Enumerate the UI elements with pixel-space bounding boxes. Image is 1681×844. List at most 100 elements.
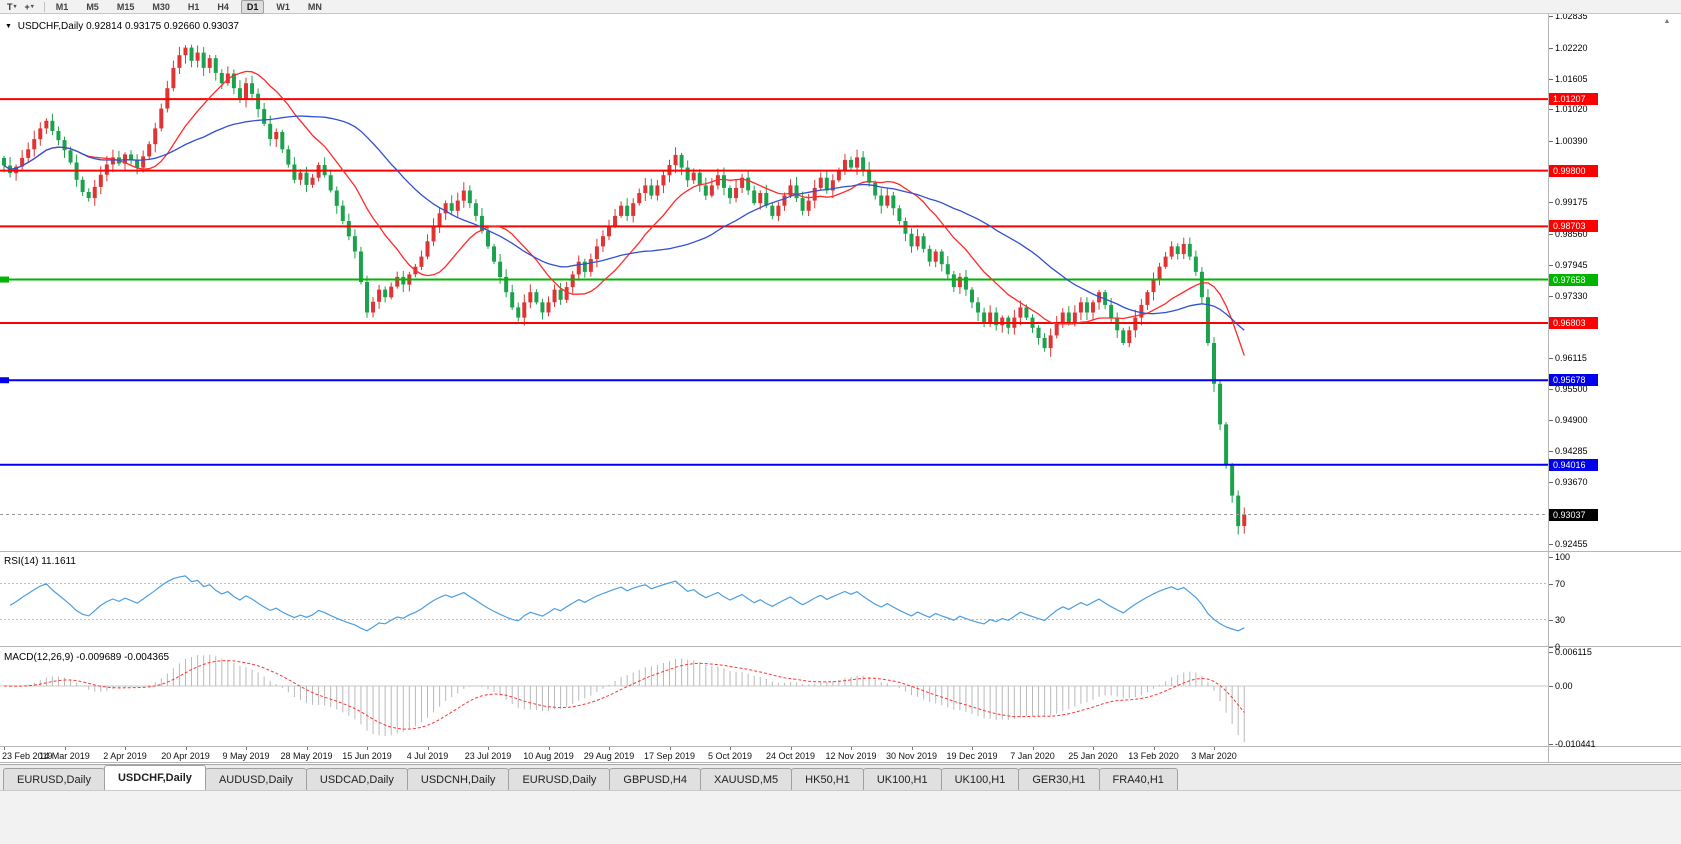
rsi-panel-canvas[interactable] (0, 552, 1548, 646)
chart-area[interactable]: ▼ USDCHF,Daily 0.92814 0.93175 0.92660 0… (0, 11, 1681, 763)
timeframe-buttons: M1 M5 M15 M30 H1 H4 D1 W1 MN (50, 0, 334, 14)
axis-tick-mark (1549, 233, 1553, 235)
time-tick-mark (125, 747, 126, 750)
time-tick-mark (972, 747, 973, 750)
tab-eurusd-daily[interactable]: EURUSD,Daily (508, 768, 611, 790)
price-tick-label: 70 (1555, 578, 1566, 589)
tab-usdcad-daily[interactable]: USDCAD,Daily (305, 768, 408, 790)
tab-fra40-h1[interactable]: FRA40,H1 (1098, 768, 1178, 790)
axis-tick-mark (1549, 108, 1553, 110)
time-tick-mark (64, 747, 66, 750)
time-tick-mark (4, 747, 5, 750)
macd-panel-canvas[interactable] (0, 648, 1548, 746)
tab-uk100-h1[interactable]: UK100,H1 (862, 768, 942, 790)
tab-eurusd-daily[interactable]: EURUSD,Daily (3, 768, 105, 790)
time-tick-label: 5 Oct 2019 (707, 751, 753, 761)
time-tick-label: 24 Oct 2019 (765, 751, 816, 761)
axis-tick-mark (1549, 419, 1553, 421)
tab-gbpusd-h4[interactable]: GBPUSD,H4 (609, 768, 701, 790)
time-tick-mark (911, 747, 913, 750)
time-tick-mark (548, 747, 550, 750)
timeframe-button-m1[interactable]: M1 (55, 1, 69, 12)
symbol-dropdown-icon[interactable]: ▼ (5, 23, 12, 30)
time-tick-label: 10 Aug 2019 (523, 751, 574, 761)
text-tool-button[interactable]: T ▾ (4, 1, 20, 13)
scroll-up-icon[interactable]: ▲ (1663, 18, 1671, 25)
time-tick-label: 17 Sep 2019 (643, 751, 696, 761)
level-price-label: 0.99800 (1549, 164, 1598, 177)
macd-signal-line (3, 660, 1245, 730)
timeframe-button-d1[interactable]: D1 (240, 0, 265, 14)
price-tick-label: 0.94285 (1555, 446, 1588, 457)
price-tick-label: 1.01605 (1555, 73, 1588, 84)
timeframe-button-mn[interactable]: MN (307, 1, 322, 12)
time-tick-mark (851, 747, 852, 750)
price-axis-separator (1548, 14, 1549, 763)
price-tick-label: 0.93670 (1555, 477, 1588, 488)
time-axis[interactable]: 23 Feb 2019 14 Mar 2019 2 Apr 2019 20 Apr 2… (0, 747, 1548, 763)
candlestick-series (2, 44, 1247, 535)
time-tick-label: 20 Apr 2019 (161, 751, 210, 761)
rsi-indicator-label: RSI(14) 11.1611 (4, 556, 76, 567)
time-tick-mark (1153, 747, 1155, 750)
axis-tick-mark (1549, 16, 1553, 18)
price-tick-label: 30 (1555, 614, 1566, 625)
panel-separator[interactable] (0, 646, 1681, 647)
moving-averages (3, 70, 1245, 356)
price-tick-label: -0.010441 (1555, 739, 1596, 749)
axis-tick-mark (1549, 389, 1553, 391)
axis-tick-mark (1549, 140, 1553, 142)
tab-usdchf-daily[interactable]: USDCHF,Daily (103, 765, 206, 790)
level-price-label: 0.96803 (1549, 317, 1598, 329)
panel-separator[interactable] (0, 746, 1681, 747)
timeframe-button-h1[interactable]: H1 (187, 1, 200, 12)
price-axis[interactable]: 1.02835 1.02220 1.01605 1.01020 1.00390 0.991… (1549, 11, 1681, 763)
axis-tick-mark (1549, 265, 1553, 266)
timeframe-button-h4[interactable]: H4 (217, 1, 229, 12)
tab-audusd-daily[interactable]: AUDUSD,Daily (204, 768, 307, 790)
current-price-label: 0.93037 (1549, 508, 1598, 521)
chart-symbol-label: USDCHF,Daily (17, 21, 84, 32)
time-tick-label: 29 Aug 2019 (583, 751, 635, 761)
panel-separator[interactable] (0, 551, 1681, 552)
ma-fast-line (3, 70, 1245, 356)
axis-tick-mark (1549, 202, 1553, 204)
axis-tick-mark (1549, 556, 1553, 558)
timeframe-button-m30[interactable]: M30 (152, 1, 170, 12)
tab-ger30-h1[interactable]: GER30,H1 (1018, 768, 1100, 790)
price-level-lines[interactable] (0, 98, 1548, 466)
time-tick-label: 30 Nov 2019 (885, 751, 938, 761)
tab-xauusd-m5[interactable]: XAUUSD,M5 (699, 768, 793, 790)
time-tick-mark (306, 747, 308, 750)
time-tick-mark (609, 747, 610, 750)
time-tick-mark (1214, 747, 1215, 750)
tab-uk100-h1[interactable]: UK100,H1 (940, 768, 1020, 790)
tab-usdcnh-daily[interactable]: USDCNH,Daily (406, 768, 510, 790)
tab-hk50-h1[interactable]: HK50,H1 (791, 768, 864, 790)
time-tick-label: 13 Feb 2020 (1128, 751, 1179, 761)
text-tool-icon: T (7, 1, 13, 12)
level-price-label: 0.95678 (1549, 374, 1598, 387)
main-chart-canvas[interactable] (0, 14, 1548, 551)
time-tick-mark (1093, 747, 1094, 750)
price-tick-label: 0.00 (1555, 681, 1573, 691)
macd-indicator-label: MACD(12,26,9) -0.009689 -0.004365 (4, 652, 170, 663)
price-tick-label: 1.02220 (1555, 42, 1588, 53)
price-tick-label: 1.01020 (1555, 103, 1588, 114)
axis-tick-mark (1549, 744, 1553, 745)
timeframe-button-m15[interactable]: M15 (116, 1, 135, 12)
time-tick-label: 3 Mar 2020 (1191, 751, 1237, 761)
chevron-down-icon: ▾ (30, 4, 34, 10)
axis-tick-mark (1549, 47, 1553, 49)
timeframe-button-w1[interactable]: W1 (276, 1, 290, 12)
time-tick-mark (246, 747, 247, 750)
time-tick-label: 7 Jan 2020 (1010, 751, 1055, 761)
bottom-filler (0, 790, 1681, 844)
crosshair-tool-button[interactable]: + ▾ (22, 1, 37, 13)
axis-tick-mark (1549, 451, 1553, 453)
axis-tick-mark (1549, 544, 1553, 546)
time-tick-label: 23 Feb 2019 (2, 751, 53, 761)
chart-ohlc-label: 0.92814 0.93175 0.92660 0.93037 (86, 21, 239, 32)
price-tick-label: 0.95500 (1555, 384, 1588, 395)
timeframe-button-m5[interactable]: M5 (86, 1, 99, 12)
